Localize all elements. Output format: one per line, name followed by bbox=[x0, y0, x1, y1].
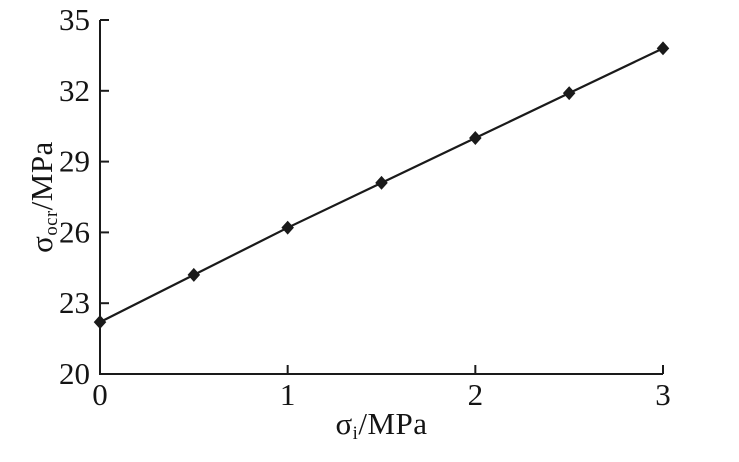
data-point-marker bbox=[375, 175, 388, 190]
data-point-marker bbox=[93, 315, 107, 330]
y-tick-label: 29 bbox=[59, 144, 90, 179]
data-point-marker bbox=[187, 267, 201, 282]
y-tick-label: 23 bbox=[59, 285, 90, 320]
y-tick-label: 35 bbox=[59, 2, 90, 37]
y-tick-label: 32 bbox=[59, 73, 90, 108]
x-tick-label: 2 bbox=[468, 377, 484, 412]
x-tick-label: 0 bbox=[92, 377, 108, 412]
y-tick-label: 20 bbox=[59, 356, 90, 391]
y-tick-label: 26 bbox=[59, 214, 90, 249]
x-tick-label: 3 bbox=[655, 377, 671, 412]
data-point-marker bbox=[281, 220, 294, 235]
axis-spine bbox=[99, 20, 663, 375]
x-tick-label: 1 bbox=[280, 377, 296, 412]
data-point-marker bbox=[562, 86, 576, 101]
data-point-marker bbox=[656, 41, 670, 56]
data-point-marker bbox=[469, 131, 482, 145]
